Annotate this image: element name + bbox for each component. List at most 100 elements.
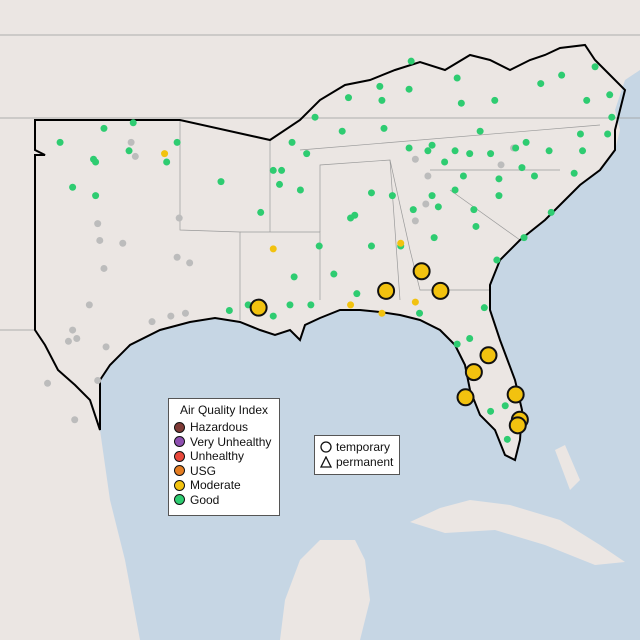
monitor-good[interactable] <box>466 150 474 158</box>
monitor-no-data[interactable] <box>497 161 505 169</box>
monitor-no-data[interactable] <box>181 309 189 317</box>
monitor-good[interactable] <box>376 82 384 90</box>
monitor-good[interactable] <box>480 304 488 312</box>
monitor-good[interactable] <box>472 222 480 230</box>
monitor-no-data[interactable] <box>131 152 139 160</box>
monitor-good[interactable] <box>522 138 530 146</box>
monitor-good[interactable] <box>163 158 171 166</box>
monitor-good[interactable] <box>100 124 108 132</box>
monitor-good[interactable] <box>347 214 355 222</box>
monitor-moderate[interactable] <box>378 309 386 317</box>
monitor-no-data[interactable] <box>148 318 156 326</box>
monitor-good[interactable] <box>405 144 413 152</box>
temporary-monitor-moderate[interactable] <box>377 281 396 300</box>
monitor-good[interactable] <box>416 309 424 317</box>
temporary-monitor-moderate[interactable] <box>412 262 431 281</box>
monitor-good[interactable] <box>459 172 467 180</box>
monitor-good[interactable] <box>276 180 284 188</box>
monitor-good[interactable] <box>487 407 495 415</box>
monitor-good[interactable] <box>307 301 315 309</box>
monitor-good[interactable] <box>570 169 578 177</box>
monitor-no-data[interactable] <box>94 220 102 228</box>
monitor-good[interactable] <box>367 189 375 197</box>
monitor-good[interactable] <box>466 334 474 342</box>
monitor-good[interactable] <box>457 99 465 107</box>
monitor-good[interactable] <box>503 435 511 443</box>
monitor-good[interactable] <box>520 234 528 242</box>
monitor-no-data[interactable] <box>94 377 102 385</box>
temporary-monitor-moderate[interactable] <box>249 298 268 317</box>
monitor-good[interactable] <box>493 256 501 264</box>
monitor-good[interactable] <box>451 186 459 194</box>
monitor-good[interactable] <box>608 113 616 121</box>
monitor-good[interactable] <box>470 206 478 214</box>
monitor-good[interactable] <box>424 147 432 155</box>
monitor-good[interactable] <box>579 147 587 155</box>
monitor-good[interactable] <box>217 178 225 186</box>
monitor-good[interactable] <box>405 85 413 93</box>
monitor-no-data[interactable] <box>167 312 175 320</box>
monitor-good[interactable] <box>434 203 442 211</box>
monitor-good[interactable] <box>129 119 137 127</box>
monitor-no-data[interactable] <box>411 155 419 163</box>
monitor-good[interactable] <box>547 208 555 216</box>
monitor-good[interactable] <box>125 147 133 155</box>
monitor-good[interactable] <box>512 144 520 152</box>
monitor-good[interactable] <box>296 186 304 194</box>
monitor-good[interactable] <box>269 166 277 174</box>
monitor-good[interactable] <box>330 270 338 278</box>
monitor-good[interactable] <box>311 113 319 121</box>
monitor-no-data[interactable] <box>44 379 52 387</box>
monitor-good[interactable] <box>388 192 396 200</box>
temporary-monitor-moderate[interactable] <box>456 388 475 407</box>
monitor-good[interactable] <box>92 158 100 166</box>
monitor-moderate[interactable] <box>347 301 355 309</box>
monitor-good[interactable] <box>428 141 436 149</box>
monitor-good[interactable] <box>430 234 438 242</box>
monitor-good[interactable] <box>545 147 553 155</box>
monitor-good[interactable] <box>269 312 277 320</box>
monitor-no-data[interactable] <box>186 259 194 267</box>
monitor-good[interactable] <box>338 127 346 135</box>
monitor-good[interactable] <box>453 74 461 82</box>
monitor-no-data[interactable] <box>100 264 108 272</box>
monitor-good[interactable] <box>428 192 436 200</box>
monitor-good[interactable] <box>92 192 100 200</box>
temporary-monitor-moderate[interactable] <box>431 281 450 300</box>
monitor-good[interactable] <box>476 127 484 135</box>
monitor-good[interactable] <box>530 172 538 180</box>
monitor-good[interactable] <box>453 340 461 348</box>
monitor-good[interactable] <box>604 130 612 138</box>
monitor-no-data[interactable] <box>71 416 79 424</box>
monitor-good[interactable] <box>451 147 459 155</box>
monitor-good[interactable] <box>501 402 509 410</box>
monitor-no-data[interactable] <box>175 214 183 222</box>
monitor-good[interactable] <box>288 138 296 146</box>
monitor-good[interactable] <box>278 166 286 174</box>
monitor-good[interactable] <box>353 290 361 298</box>
monitor-good[interactable] <box>69 183 77 191</box>
monitor-good[interactable] <box>591 63 599 71</box>
monitor-no-data[interactable] <box>127 138 135 146</box>
monitor-good[interactable] <box>409 206 417 214</box>
monitor-good[interactable] <box>303 150 311 158</box>
monitor-good[interactable] <box>583 96 591 104</box>
monitor-no-data[interactable] <box>424 172 432 180</box>
monitor-good[interactable] <box>173 138 181 146</box>
monitor-good[interactable] <box>487 150 495 158</box>
monitor-good[interactable] <box>290 273 298 281</box>
monitor-moderate[interactable] <box>269 245 277 253</box>
monitor-no-data[interactable] <box>411 217 419 225</box>
monitor-good[interactable] <box>495 192 503 200</box>
monitor-good[interactable] <box>380 124 388 132</box>
monitor-moderate[interactable] <box>411 298 419 306</box>
monitor-good[interactable] <box>606 91 614 99</box>
monitor-good[interactable] <box>225 306 233 314</box>
monitor-good[interactable] <box>537 80 545 88</box>
monitor-no-data[interactable] <box>69 326 77 334</box>
monitor-good[interactable] <box>441 158 449 166</box>
monitor-good[interactable] <box>407 57 415 65</box>
monitor-good[interactable] <box>56 138 64 146</box>
monitor-good[interactable] <box>518 164 526 172</box>
